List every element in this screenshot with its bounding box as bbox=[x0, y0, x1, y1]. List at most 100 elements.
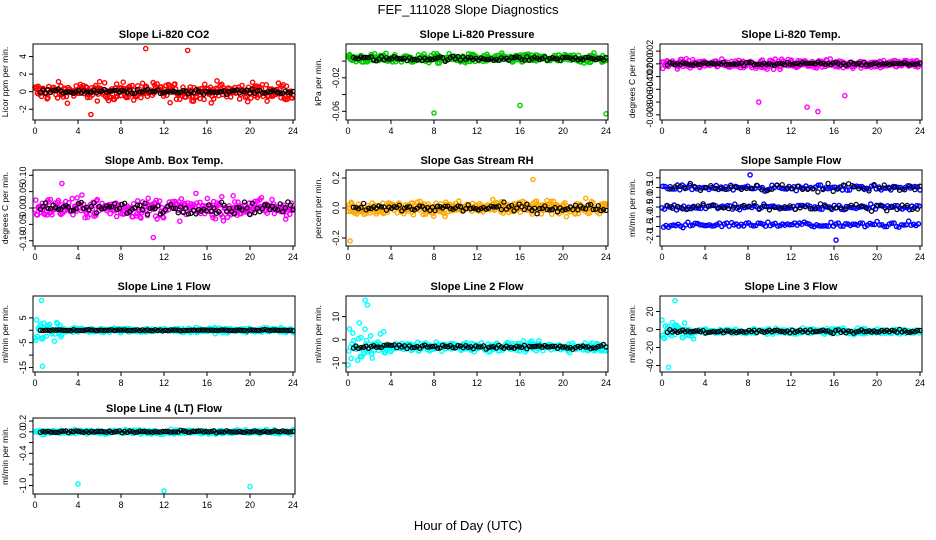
data-point bbox=[198, 428, 204, 434]
data-point bbox=[866, 188, 872, 194]
data-point bbox=[827, 185, 834, 191]
data-point bbox=[78, 199, 84, 206]
data-point bbox=[239, 82, 245, 89]
data-point bbox=[483, 56, 489, 63]
data-point bbox=[119, 201, 125, 208]
data-point bbox=[904, 61, 910, 67]
data-point bbox=[246, 429, 253, 435]
data-point bbox=[285, 327, 291, 334]
data-point bbox=[705, 61, 711, 67]
data-point bbox=[218, 88, 225, 95]
data-point bbox=[142, 45, 149, 52]
x-tick-label: 8 bbox=[118, 378, 123, 388]
data-point bbox=[526, 343, 533, 350]
data-point bbox=[221, 202, 227, 208]
data-point bbox=[345, 362, 351, 368]
data-point bbox=[430, 213, 437, 220]
data-point bbox=[167, 327, 174, 333]
data-point bbox=[170, 205, 176, 212]
data-point bbox=[73, 205, 79, 212]
data-point bbox=[223, 327, 230, 333]
x-tick-label: 24 bbox=[288, 500, 298, 510]
data-point bbox=[378, 53, 385, 60]
data-point bbox=[554, 56, 561, 62]
data-point bbox=[743, 220, 749, 227]
data-point bbox=[173, 96, 180, 102]
data-point bbox=[211, 327, 217, 333]
data-point bbox=[828, 205, 834, 211]
data-point bbox=[362, 297, 369, 304]
data-point bbox=[884, 60, 890, 67]
x-tick-label: 8 bbox=[431, 378, 436, 388]
data-point bbox=[779, 328, 785, 335]
data-point bbox=[244, 98, 251, 105]
data-point bbox=[172, 205, 179, 212]
data-point bbox=[681, 320, 688, 326]
data-point bbox=[203, 88, 209, 95]
data-point bbox=[820, 60, 826, 67]
data-point bbox=[96, 327, 102, 333]
data-point bbox=[692, 220, 699, 227]
data-point bbox=[155, 203, 161, 209]
data-point bbox=[394, 55, 400, 61]
data-point bbox=[582, 206, 589, 212]
data-point bbox=[590, 56, 596, 62]
data-point bbox=[889, 61, 895, 67]
data-point bbox=[45, 94, 51, 101]
data-point bbox=[672, 184, 678, 190]
data-point bbox=[764, 66, 770, 72]
data-point bbox=[88, 428, 95, 435]
data-point bbox=[857, 220, 864, 226]
data-point bbox=[429, 343, 436, 350]
data-point bbox=[799, 329, 806, 335]
data-point bbox=[37, 429, 44, 436]
data-point bbox=[764, 187, 770, 194]
data-point bbox=[40, 203, 46, 209]
data-point bbox=[427, 207, 433, 214]
data-point bbox=[43, 333, 50, 340]
data-point bbox=[119, 327, 125, 333]
y-tick-label: 5 bbox=[18, 315, 28, 320]
data-point bbox=[160, 428, 166, 435]
data-point bbox=[37, 327, 44, 333]
data-point bbox=[216, 429, 222, 435]
x-tick-label: 4 bbox=[75, 378, 80, 388]
data-point bbox=[221, 429, 227, 435]
x-tick-label: 16 bbox=[829, 378, 839, 388]
data-point bbox=[713, 329, 719, 335]
data-point bbox=[536, 338, 542, 344]
x-tick-label: 4 bbox=[702, 126, 707, 136]
data-point bbox=[208, 327, 214, 333]
x-tick-label: 8 bbox=[431, 252, 436, 262]
data-point bbox=[161, 488, 167, 494]
data-point bbox=[399, 56, 405, 62]
data-point bbox=[177, 204, 184, 210]
data-point bbox=[175, 327, 181, 333]
data-point bbox=[396, 202, 402, 209]
data-point bbox=[113, 81, 120, 87]
data-point bbox=[78, 429, 84, 435]
data-point bbox=[203, 327, 209, 333]
x-tick-label: 0 bbox=[32, 500, 37, 510]
data-point bbox=[259, 205, 266, 212]
data-point bbox=[147, 88, 153, 95]
x-tick-label: 24 bbox=[915, 378, 925, 388]
data-point bbox=[193, 211, 199, 217]
data-point bbox=[427, 56, 433, 62]
data-point bbox=[42, 200, 49, 206]
data-point bbox=[264, 327, 271, 333]
data-point bbox=[807, 205, 814, 212]
data-point bbox=[144, 429, 151, 435]
data-point bbox=[873, 202, 880, 208]
data-point bbox=[427, 344, 433, 350]
data-point bbox=[382, 349, 389, 356]
data-point bbox=[588, 201, 594, 208]
panels: Slope Li-820 CO2 Licor ppm per min. 0 4 8 12 1… bbox=[0, 29, 925, 510]
data-point bbox=[172, 81, 178, 87]
data-point bbox=[723, 328, 729, 334]
data-point bbox=[853, 329, 859, 335]
data-point bbox=[50, 327, 56, 333]
data-point bbox=[570, 206, 576, 213]
data-point bbox=[145, 195, 151, 202]
data-point bbox=[432, 207, 438, 214]
